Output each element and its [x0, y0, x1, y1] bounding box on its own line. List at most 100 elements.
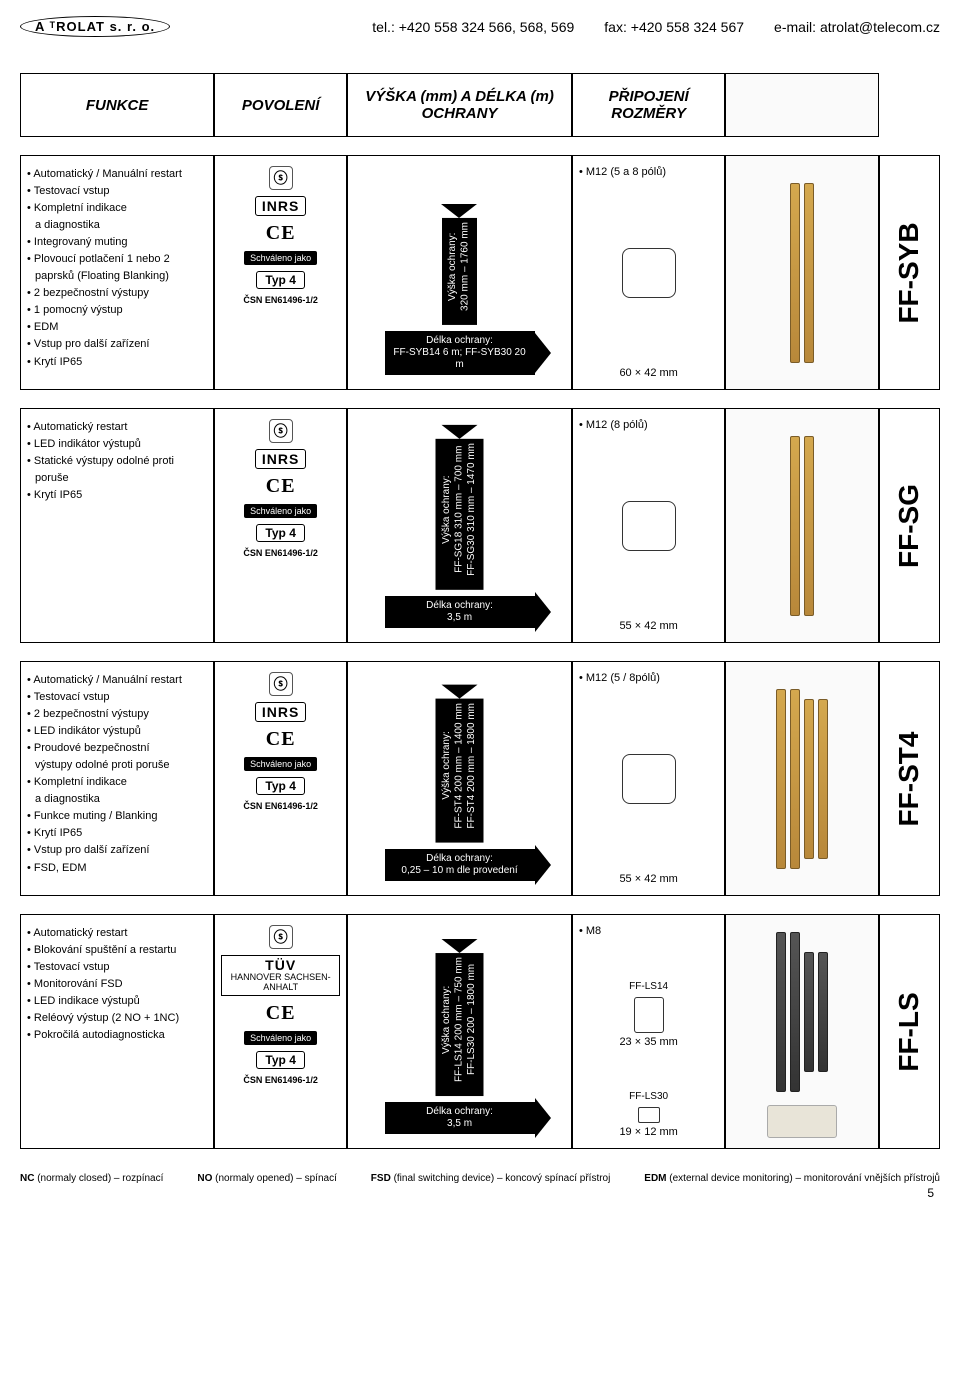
profile-name: FF-LS30	[629, 1091, 668, 1102]
feature-item: 2 bezpečnostní výstupy	[27, 706, 207, 723]
feature-item: Kompletní indikace	[27, 200, 207, 217]
series-cell: FF-LS	[879, 914, 940, 1149]
dimensions-cell: Výška ochrany: FF-LS14 200 mm – 750 mm F…	[347, 914, 572, 1149]
profile-dims: 23 × 35 mm	[619, 1036, 677, 1048]
profile-name: FF-LS14	[629, 981, 668, 992]
profile-outline-icon	[622, 754, 676, 804]
connector-label: M12 (5 a 8 pólů)	[579, 166, 666, 178]
approvals-cell: ⓢINRSCESchváleno jakoTyp 4ČSN EN61496-1/…	[214, 155, 347, 390]
feature-item: 2 bezpečnostní výstupy	[27, 285, 207, 302]
series-cell: FF-SYB	[879, 155, 940, 390]
typ-label: Typ 4	[256, 271, 304, 289]
feature-item: EDM	[27, 319, 207, 336]
page: A ᵀROLAT s. r. o. tel.: +420 558 324 566…	[0, 0, 960, 1210]
connector-cell: M12 (5 a 8 pólů) 60 × 42 mm	[572, 155, 725, 390]
connector-label: M8	[579, 925, 601, 937]
profile-dims: 55 × 42 mm	[619, 620, 677, 632]
schvaleno-label: Schváleno jako	[244, 251, 317, 265]
inrs-icon: INRS	[255, 449, 306, 469]
controller-icon	[767, 1105, 837, 1138]
csn-label: ČSN EN61496-1/2	[243, 801, 318, 811]
feature-item: Funkce muting / Blanking	[27, 808, 207, 825]
feature-item: a diagnostika	[27, 217, 207, 234]
col-header-rozmery: PŘIPOJENÍ ROZMĚRY	[572, 73, 725, 137]
footer-legend: NC (normaly closed) – rozpínací NO (norm…	[20, 1167, 940, 1186]
csn-label: ČSN EN61496-1/2	[243, 295, 318, 305]
header-row: FUNKCE POVOLENÍ VÝŠKA (mm) A DÉLKA (m) O…	[20, 73, 940, 137]
light-curtain-icon	[732, 925, 871, 1099]
light-curtain-icon	[732, 419, 871, 632]
profile-group: FF-LS30 19 × 12 mm	[619, 1089, 677, 1138]
typ-label: Typ 4	[256, 524, 304, 542]
connector-cell: M12 (5 / 8pólů)55 × 42 mm	[572, 661, 725, 896]
feature-item: Automatický restart	[27, 925, 207, 942]
inrs-icon: INRS	[255, 196, 306, 216]
feature-item: Plovoucí potlačení 1 nebo 2	[27, 251, 207, 268]
fax: fax: +420 558 324 567	[604, 19, 744, 35]
length-arrow: Délka ochrany: 3,5 m	[385, 596, 535, 628]
top-bar: A ᵀROLAT s. r. o. tel.: +420 558 324 566…	[20, 10, 940, 55]
features-cell: Automatický / Manuální restartTestovací …	[20, 155, 214, 390]
profile-outline-icon	[638, 1107, 660, 1123]
approvals-cell: ⓢTÜVHANNOVER SACHSEN-ANHALTCESchváleno j…	[214, 914, 347, 1149]
height-arrow: Výška ochrany: FF-LS14 200 mm – 750 mm F…	[436, 953, 484, 1096]
csa-icon: ⓢ	[269, 925, 293, 949]
feature-item: LED indikace výstupů	[27, 993, 207, 1010]
profile-dims: 55 × 42 mm	[619, 873, 677, 885]
legend-no: NO (normaly opened) – spínací	[197, 1173, 337, 1184]
schvaleno-label: Schváleno jako	[244, 1031, 317, 1045]
profile-outline-icon	[634, 997, 664, 1033]
profile-outline-icon	[622, 248, 676, 298]
dimensions-cell: Výška ochrany: FF-SG18 310 mm – 700 mm F…	[347, 408, 572, 643]
profile-dims: 19 × 12 mm	[619, 1126, 677, 1138]
light-curtain-icon	[732, 166, 871, 379]
light-curtain-icon	[732, 672, 871, 885]
company-logo: A ᵀROLAT s. r. o.	[20, 16, 170, 37]
approvals-cell: ⓢINRSCESchváleno jakoTyp 4ČSN EN61496-1/…	[214, 661, 347, 896]
typ-label: Typ 4	[256, 777, 304, 795]
height-arrow: Výška ochrany: 320 mm – 1760 mm	[442, 218, 477, 325]
product-row: Automatický / Manuální restartTestovací …	[20, 155, 940, 390]
feature-item: paprsků (Floating Blanking)	[27, 268, 207, 285]
series-cell: FF-SG	[879, 408, 940, 643]
feature-item: FSD, EDM	[27, 860, 207, 877]
ce-icon: CE	[266, 728, 296, 751]
product-image-cell	[725, 914, 878, 1149]
feature-item: Automatický / Manuální restart	[27, 672, 207, 689]
feature-item: Vstup pro další zařízení	[27, 842, 207, 859]
profile-outline-icon	[622, 501, 676, 551]
feature-item: Testovací vstup	[27, 959, 207, 976]
contact-row: tel.: +420 558 324 566, 568, 569 fax: +4…	[372, 19, 940, 35]
legend-fsd: FSD (final switching device) – koncový s…	[371, 1173, 611, 1184]
feature-item: LED indikátor výstupů	[27, 436, 207, 453]
csa-icon: ⓢ	[269, 672, 293, 696]
series-label: FF-ST4	[893, 731, 925, 826]
csn-label: ČSN EN61496-1/2	[243, 1075, 318, 1085]
feature-item: Monitorování FSD	[27, 976, 207, 993]
profile-group: FF-LS14 23 × 35 mm	[619, 979, 677, 1048]
feature-item: Blokování spuštění a restartu	[27, 942, 207, 959]
feature-item: Automatický restart	[27, 419, 207, 436]
series-label: FF-SG	[893, 484, 925, 568]
series-label: FF-SYB	[893, 222, 925, 323]
product-row: Automatický restartBlokování spuštění a …	[20, 914, 940, 1149]
col-header-series	[879, 73, 940, 137]
inrs-icon: INRS	[255, 702, 306, 722]
email: e-mail: atrolat@telecom.cz	[774, 19, 940, 35]
profile-dims: 60 × 42 mm	[619, 367, 677, 379]
tuv-icon: TÜVHANNOVER SACHSEN-ANHALT	[221, 955, 340, 996]
features-cell: Automatický restartBlokování spuštění a …	[20, 914, 214, 1149]
feature-item: LED indikátor výstupů	[27, 723, 207, 740]
col-header-povoleni: POVOLENÍ	[214, 73, 347, 137]
feature-item: Testovací vstup	[27, 689, 207, 706]
feature-item: Pokročilá autodiagnosticka	[27, 1027, 207, 1044]
product-image-cell	[725, 661, 878, 896]
feature-item: Testovací vstup	[27, 183, 207, 200]
col-header-image	[725, 73, 878, 137]
connector-label: M12 (8 pólů)	[579, 419, 648, 431]
product-image-cell	[725, 155, 878, 390]
tel: tel.: +420 558 324 566, 568, 569	[372, 19, 574, 35]
feature-item: Statické výstupy odolné proti	[27, 453, 207, 470]
height-arrow: Výška ochrany: FF-SG18 310 mm – 700 mm F…	[436, 439, 484, 590]
product-row: Automatický / Manuální restartTestovací …	[20, 661, 940, 896]
